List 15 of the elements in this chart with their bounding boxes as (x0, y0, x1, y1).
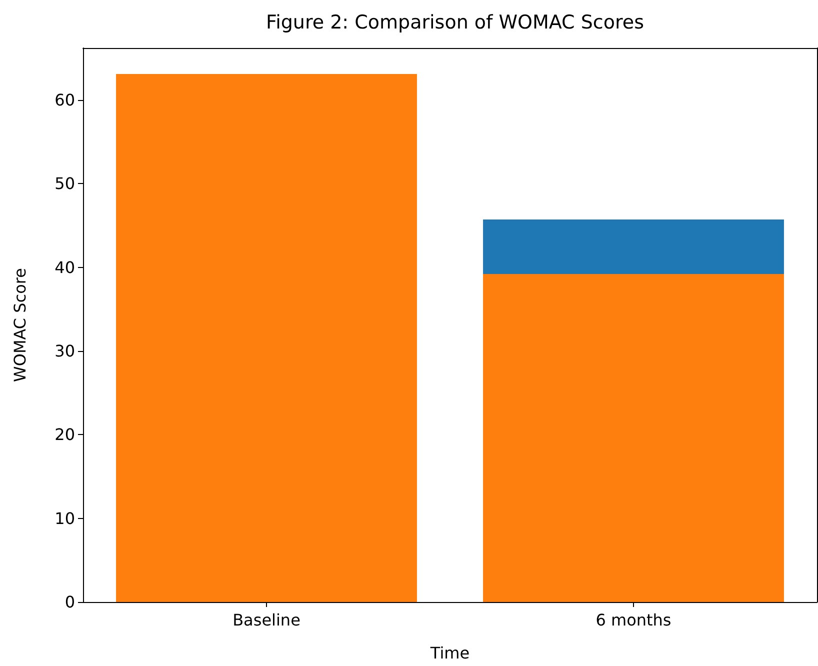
bar (483, 220, 784, 274)
y-tick-label: 10 (54, 508, 75, 528)
y-tick-label: 30 (54, 341, 75, 360)
y-tick-label: 0 (64, 592, 75, 612)
x-tick-label: 6 months (596, 610, 672, 630)
x-axis-title: Time (429, 644, 470, 662)
chart-title: Figure 2: Comparison of WOMAC Scores (266, 12, 644, 34)
y-tick-label: 50 (54, 174, 75, 194)
x-tick-label: Baseline (232, 610, 300, 630)
y-tick-label: 40 (54, 258, 75, 277)
y-axis-title: WOMAC Score (10, 268, 30, 382)
y-tick-label: 20 (54, 425, 75, 444)
bar (116, 74, 417, 602)
y-tick-label: 60 (54, 90, 75, 110)
bar (483, 274, 784, 602)
